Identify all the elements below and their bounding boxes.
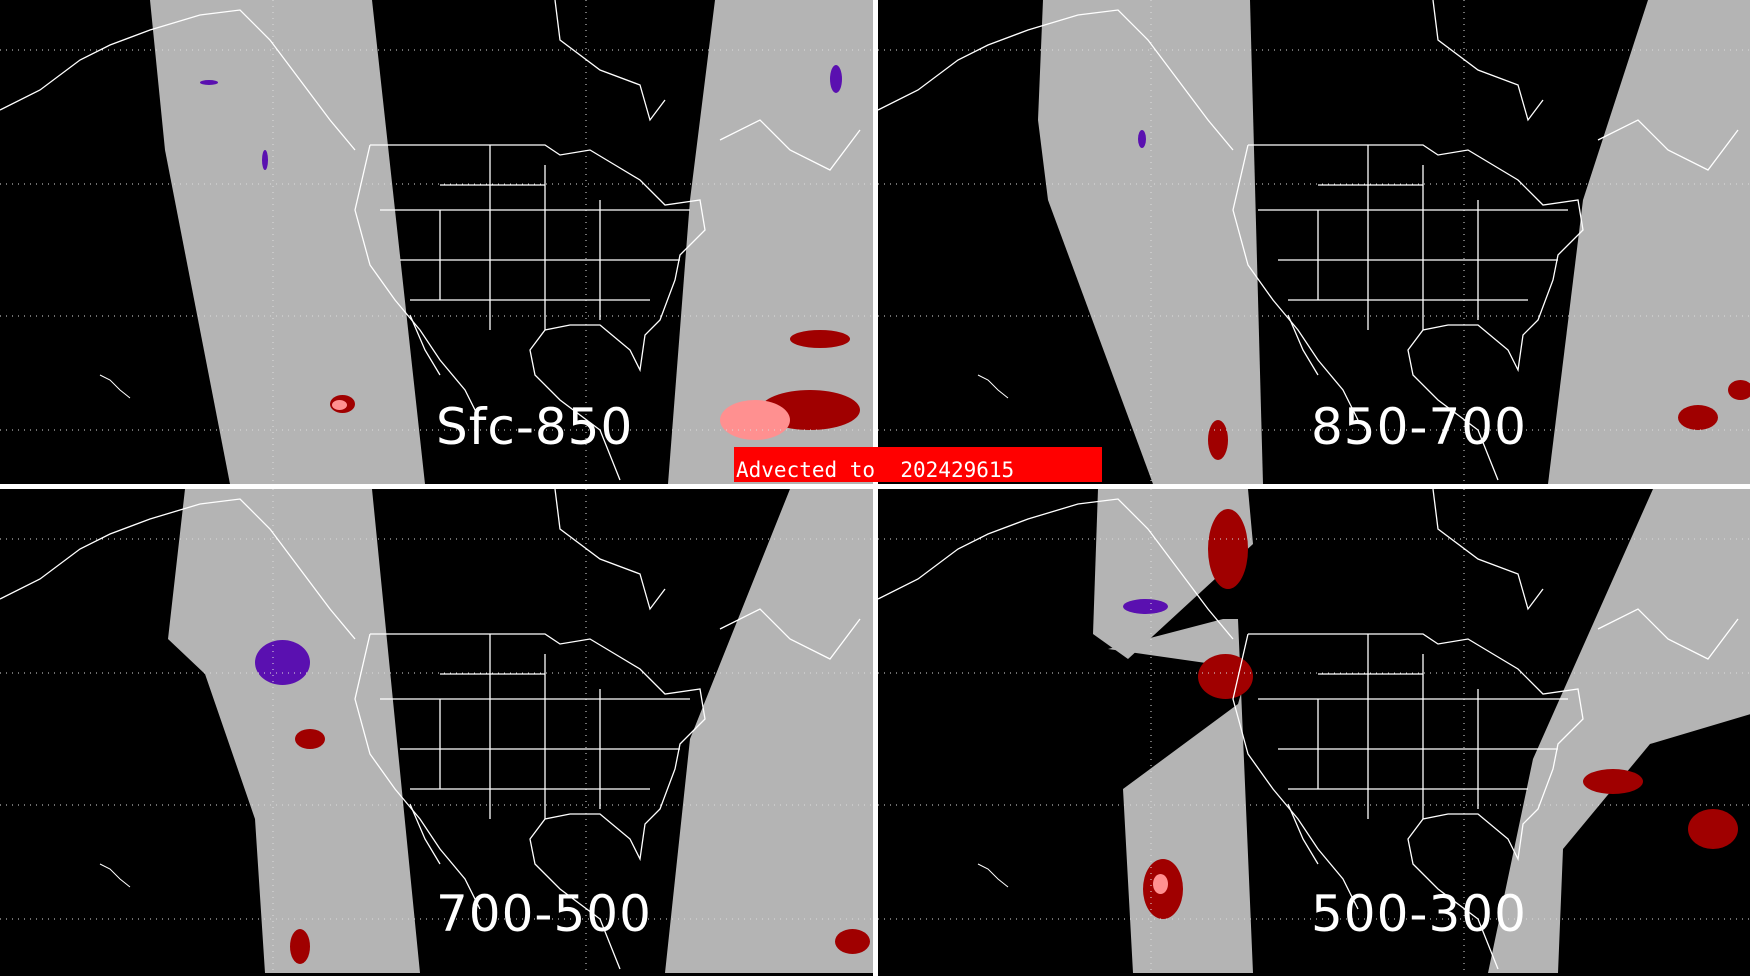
no-data-swath [665, 489, 873, 973]
cloud-retrieval-region [295, 729, 325, 749]
hawaii-islands [99, 863, 131, 888]
panel-sfc-850: Sfc-850 [0, 0, 873, 484]
panel-label: 500-300 [1311, 885, 1527, 943]
banner-prefix: Advected to [736, 458, 876, 482]
cloud-retrieval-region [830, 65, 842, 93]
panel-500-300: 500-300 [878, 489, 1750, 973]
banner-value: 202429615 [900, 458, 1015, 482]
cloud-retrieval-region [290, 929, 310, 964]
map-canvas [878, 0, 1750, 484]
coastline-and-state-borders [878, 0, 1739, 481]
map-canvas [878, 489, 1750, 973]
coastline-and-state-borders [0, 489, 861, 970]
cloud-retrieval-region [200, 80, 218, 85]
panel-700-500: 700-500 [0, 489, 873, 973]
cloud-retrieval-region [1208, 509, 1248, 589]
hawaii-islands [99, 374, 131, 399]
cloud-retrieval-region [262, 150, 268, 170]
no-data-swath [1038, 0, 1263, 484]
no-data-swath [150, 0, 425, 484]
hawaii-islands [977, 374, 1009, 399]
no-data-swath [168, 489, 420, 973]
cloud-retrieval-region [1198, 654, 1253, 699]
panel-label: Sfc-850 [436, 398, 634, 456]
cloud-retrieval-region [835, 929, 870, 954]
panel-label: 850-700 [1311, 398, 1527, 456]
cloud-retrieval-region [1153, 874, 1168, 894]
panel-label: 700-500 [436, 885, 652, 943]
advected-to-banner: Advected to 202429615 [734, 447, 1102, 482]
cloud-retrieval-region [1728, 380, 1750, 400]
cloud-retrieval-region [790, 330, 850, 348]
cloud-retrieval-region [720, 400, 790, 440]
no-data-swath [1548, 0, 1750, 484]
coastline-and-state-borders [878, 489, 1739, 970]
cloud-retrieval-region [255, 640, 310, 685]
cloud-retrieval-region [1678, 405, 1718, 430]
hawaii-islands [977, 863, 1009, 888]
cloud-retrieval-region [1583, 769, 1643, 794]
cloud-retrieval-region [332, 400, 347, 410]
cloud-retrieval-region [1208, 420, 1228, 460]
panel-850-700: 850-700 [878, 0, 1750, 484]
cloud-retrieval-region [1688, 809, 1738, 849]
cloud-retrieval-region [1123, 599, 1168, 614]
coastline-and-state-borders [0, 0, 861, 481]
map-canvas [0, 489, 873, 973]
no-data-swath [1488, 489, 1750, 973]
map-canvas [0, 0, 873, 484]
no-data-swath [668, 0, 873, 484]
horizontal-divider [0, 484, 1750, 489]
cloud-retrieval-region [1138, 130, 1146, 148]
